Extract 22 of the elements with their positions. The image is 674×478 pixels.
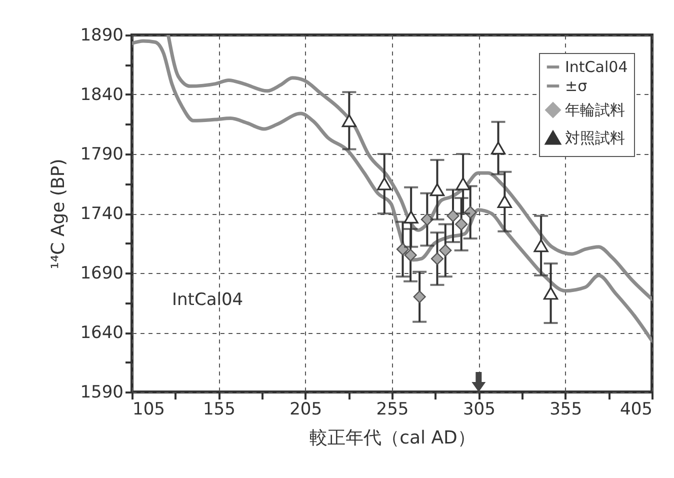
legend-label: 年輪試料 xyxy=(565,101,625,119)
x-tick-label: 305 xyxy=(462,400,496,420)
y-axis-title: ¹⁴C Age (BP) xyxy=(48,158,70,270)
x-tick-label: 205 xyxy=(290,400,322,420)
y-tick-label: 1840 xyxy=(80,85,124,105)
line-series xyxy=(132,39,652,343)
annotation: IntCal04 xyxy=(172,290,244,310)
y-tick-label: 1690 xyxy=(80,264,124,284)
x-tick-label: 105 xyxy=(132,400,165,420)
legend-label: 対照試料 xyxy=(565,129,625,147)
y-tick-label: 1740 xyxy=(80,204,124,224)
y-tick-label: 1640 xyxy=(80,323,124,343)
x-tick-label: 155 xyxy=(202,400,236,420)
x-axis-title: 較正年代（cal AD） xyxy=(310,428,476,448)
y-tick-label: 1590 xyxy=(80,382,124,402)
legend-label: IntCal04 xyxy=(565,58,628,76)
y-tick-label: 1790 xyxy=(80,144,124,164)
x-tick-label: 255 xyxy=(376,400,409,420)
x-tick-label: 355 xyxy=(550,400,582,420)
legend-label: ±σ xyxy=(565,77,588,95)
y-tick-label: 1890 xyxy=(80,26,124,46)
x-tick-label: 405 xyxy=(620,400,652,420)
